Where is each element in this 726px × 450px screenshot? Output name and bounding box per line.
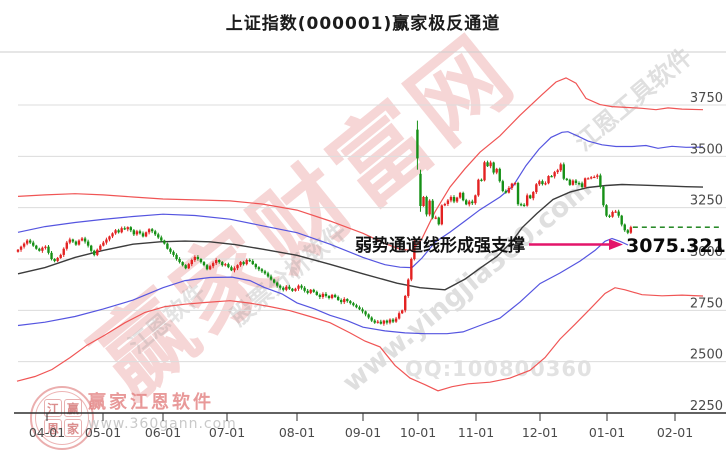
svg-text:3000: 3000 bbox=[690, 245, 723, 260]
svg-text:09-01: 09-01 bbox=[345, 425, 381, 440]
svg-text:2500: 2500 bbox=[690, 348, 723, 363]
annotation-arrow-head bbox=[609, 239, 623, 250]
svg-text:02-01: 02-01 bbox=[657, 425, 693, 440]
svg-text:10-01: 10-01 bbox=[400, 425, 436, 440]
support-annotation-text: 弱势通道线形成强支撑 bbox=[355, 235, 525, 256]
seal-char: 赢 bbox=[64, 399, 82, 417]
channel-line-outer-bottom bbox=[16, 287, 704, 392]
svg-text:3250: 3250 bbox=[690, 194, 723, 209]
svg-text:3750: 3750 bbox=[690, 91, 723, 106]
channel-line-inner-bottom bbox=[17, 237, 629, 335]
svg-text:3500: 3500 bbox=[690, 142, 723, 157]
channel-line-outer-top bbox=[17, 77, 704, 252]
svg-text:05-01: 05-01 bbox=[85, 425, 121, 440]
svg-text:12-01: 12-01 bbox=[522, 425, 558, 440]
svg-text:08-01: 08-01 bbox=[279, 425, 315, 440]
channel-line-mid bbox=[17, 183, 704, 291]
seal-char: 恩 bbox=[44, 419, 62, 437]
seal-char: 江 bbox=[44, 399, 62, 417]
watermark-seal-url: www.360gann.com bbox=[88, 416, 237, 432]
svg-text:11-01: 11-01 bbox=[458, 425, 494, 440]
gann-seal-icon: 江赢恩家 bbox=[30, 386, 94, 450]
support-value-label: 3075.3215 bbox=[626, 235, 726, 257]
channel-line-inner-top bbox=[17, 131, 704, 269]
gann-seal-characters: 江赢恩家 bbox=[44, 399, 82, 437]
svg-text:07-01: 07-01 bbox=[209, 425, 245, 440]
page-title: 上证指数(000001)赢家极反通道 bbox=[225, 14, 501, 34]
watermark-seal-brand: 赢家江恩软件 bbox=[88, 392, 214, 413]
svg-text:2250: 2250 bbox=[690, 399, 723, 414]
svg-text:01-01: 01-01 bbox=[589, 425, 625, 440]
seal-char: 家 bbox=[64, 419, 82, 437]
svg-text:06-01: 06-01 bbox=[145, 425, 181, 440]
svg-text:04-01: 04-01 bbox=[29, 425, 65, 440]
svg-text:2750: 2750 bbox=[690, 296, 723, 311]
